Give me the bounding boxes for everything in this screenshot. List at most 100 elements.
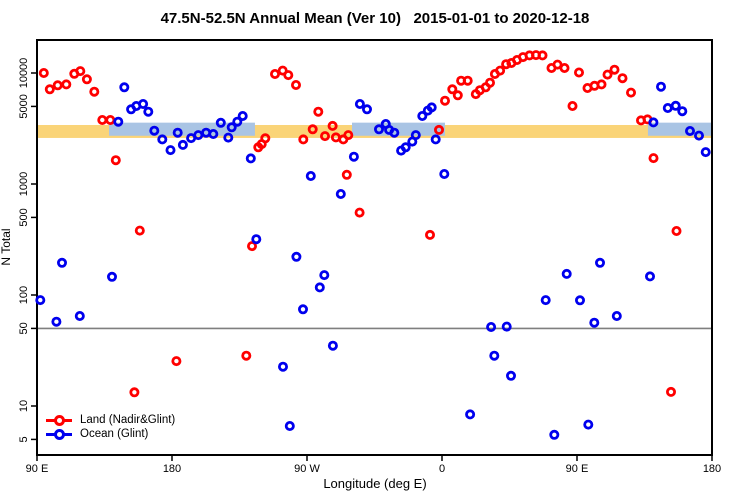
land-data-point <box>283 70 294 81</box>
ocean-data-point <box>237 111 248 122</box>
land-data-point <box>298 134 309 145</box>
ocean-data-point <box>575 295 586 306</box>
ocean-data-point <box>119 82 130 93</box>
legend-label-land: Land (Nadir&Glint) <box>80 414 176 426</box>
plot-frame <box>36 39 713 456</box>
x-tick-label: 180 <box>703 463 721 475</box>
ocean-data-point <box>291 251 302 262</box>
ocean-data-point <box>561 268 572 279</box>
ocean-data-point <box>465 409 476 420</box>
y-tick-label: 500 <box>18 208 30 226</box>
ocean-data-point <box>226 122 237 133</box>
land-data-point <box>439 95 450 106</box>
ocean-data-point <box>319 270 330 281</box>
ocean-data-point <box>589 317 600 328</box>
land-data-point <box>129 387 140 398</box>
ocean-data-point <box>430 134 441 145</box>
ocean-data-point <box>486 321 497 332</box>
land-data-point <box>97 115 108 126</box>
land-data-point <box>501 59 512 70</box>
land-data-point <box>44 84 55 95</box>
ocean-data-point <box>165 145 176 156</box>
ocean-data-point <box>277 361 288 372</box>
ocean-data-point <box>327 340 338 351</box>
land-marker-icon <box>46 415 72 426</box>
y-axis-label: N Total <box>0 228 13 266</box>
land-data-point <box>671 225 682 236</box>
ocean-data-point <box>361 104 372 115</box>
ocean-data-point <box>354 99 365 110</box>
land-data-point <box>666 386 677 397</box>
ocean-data-point <box>57 257 68 268</box>
ocean-data-point <box>595 257 606 268</box>
land-data-point <box>537 50 548 61</box>
land-data-point <box>61 79 72 90</box>
ocean-data-point <box>223 132 234 143</box>
land-data-point <box>648 153 659 164</box>
land-data-point <box>134 225 145 236</box>
land-data-point <box>452 90 463 101</box>
ocean-data-point <box>670 100 681 111</box>
land-data-point <box>574 67 585 78</box>
ocean-data-point <box>149 125 160 136</box>
x-tick-label: 90 E <box>26 463 49 475</box>
ocean-data-point <box>251 234 262 245</box>
land-data-point <box>246 241 257 252</box>
ocean-data-point <box>417 111 428 122</box>
land-data-point <box>269 69 280 80</box>
ocean-data-point <box>505 370 516 381</box>
ocean-data-point <box>245 153 256 164</box>
x-tick-label: 0 <box>439 463 445 475</box>
y-tick-label: 50 <box>18 322 30 334</box>
land-data-point <box>110 155 121 166</box>
ocean-data-point <box>314 282 325 293</box>
ocean-data-point <box>439 168 450 179</box>
land-data-point <box>567 101 578 112</box>
ocean-data-point <box>694 130 705 141</box>
land-data-point <box>105 115 116 126</box>
ocean-data-point <box>297 304 308 315</box>
ocean-data-point <box>172 127 183 138</box>
ocean-data-point <box>549 429 560 440</box>
land-data-point <box>617 73 628 84</box>
land-data-point <box>626 87 637 98</box>
land-data-point <box>81 74 92 85</box>
ocean-data-point <box>284 420 295 431</box>
ocean-data-point <box>177 139 188 150</box>
y-tick-label: 10 <box>18 400 30 412</box>
land-data-point <box>447 84 458 95</box>
ocean-data-point <box>208 128 219 139</box>
ocean-marker-icon <box>46 429 72 440</box>
ocean-data-point <box>648 117 659 128</box>
land-data-point <box>596 79 607 90</box>
land-data-point <box>327 120 338 131</box>
legend-item-land: Land (Nadir&Glint) <box>46 414 175 427</box>
ocean-data-point <box>107 271 118 282</box>
land-data-point <box>341 169 352 180</box>
ocean-data-point <box>611 310 622 321</box>
chart-title: 47.5N-52.5N Annual Mean (Ver 10) 2015-01… <box>160 10 590 27</box>
ocean-data-point <box>540 295 551 306</box>
y-tick-label: 10000 <box>18 58 30 89</box>
ocean-data-point <box>35 295 46 306</box>
y-tick-label: 1000 <box>18 172 30 196</box>
land-data-point <box>38 68 49 79</box>
land-data-point <box>290 80 301 91</box>
ocean-data-point <box>157 134 168 145</box>
land-data-point <box>171 356 182 367</box>
legend: Land (Nadir&Glint) Ocean (Glint) <box>46 414 175 441</box>
ocean-data-point <box>305 170 316 181</box>
land-data-point <box>313 106 324 117</box>
ocean-data-point <box>335 188 346 199</box>
land-data-point <box>343 130 354 141</box>
ocean-data-point <box>138 99 149 110</box>
ocean-data-point <box>51 316 62 327</box>
ocean-data-point <box>113 116 124 127</box>
ocean-data-point <box>656 81 667 92</box>
land-data-point <box>307 124 318 135</box>
land-data-point <box>424 229 435 240</box>
ocean-data-point <box>583 419 594 430</box>
x-tick-label: 90 E <box>566 463 589 475</box>
ocean-data-point <box>700 147 711 158</box>
